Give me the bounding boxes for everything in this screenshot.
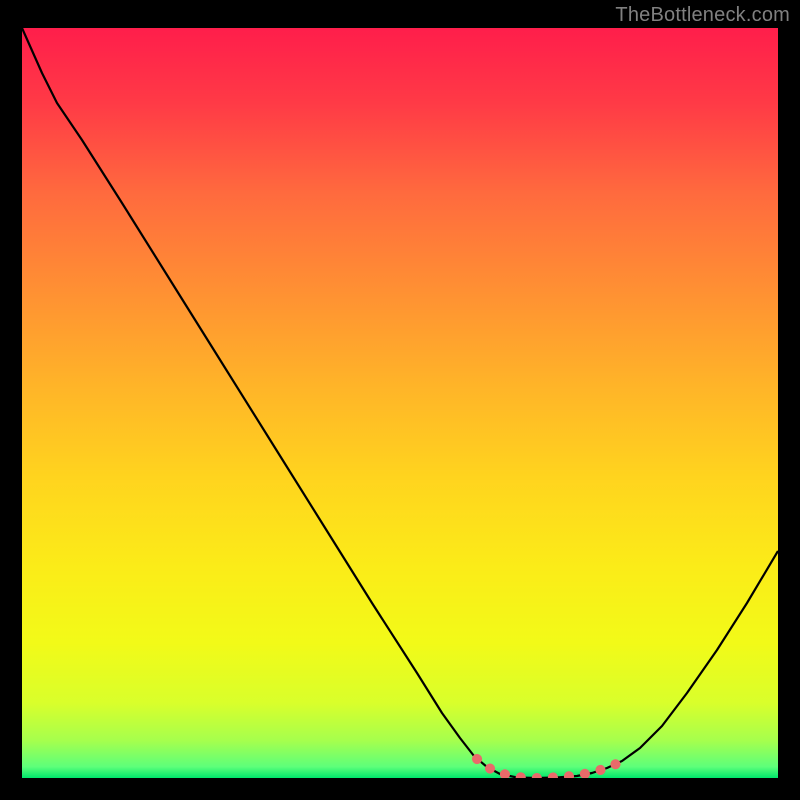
bottleneck-curve [22,28,778,778]
chart-frame: TheBottleneck.com [0,0,800,800]
optimal-range-markers [477,759,618,778]
chart-svg [22,28,778,778]
plot-area [22,28,778,778]
watermark-text: TheBottleneck.com [615,4,790,27]
